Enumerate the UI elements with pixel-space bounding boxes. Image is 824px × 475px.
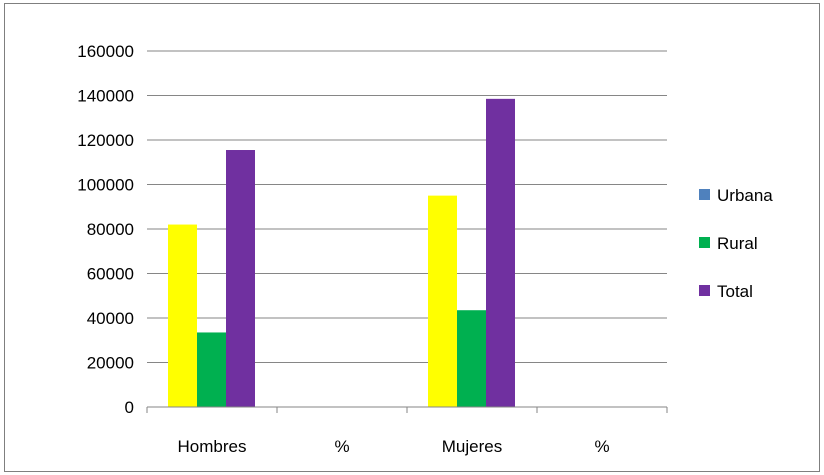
y-tick-label: 80000 bbox=[87, 220, 134, 239]
x-tick-label: % bbox=[594, 437, 609, 456]
legend-swatch-urbana bbox=[699, 189, 710, 200]
bar-total-2 bbox=[486, 98, 515, 408]
bar-series-0-2 bbox=[428, 195, 457, 407]
x-tick-label: Mujeres bbox=[442, 437, 502, 456]
bar-rural-0 bbox=[197, 332, 226, 407]
y-tick-label: 40000 bbox=[87, 309, 134, 328]
legend-label-total: Total bbox=[717, 282, 753, 301]
x-axis bbox=[146, 406, 668, 413]
legend-label-urbana: Urbana bbox=[717, 186, 773, 205]
y-tick-label: 60000 bbox=[87, 265, 134, 284]
y-tick-label: 100000 bbox=[77, 176, 134, 195]
x-tick-label: % bbox=[334, 437, 349, 456]
x-tick-label: Hombres bbox=[178, 437, 247, 456]
bar-series-0-0 bbox=[168, 224, 197, 407]
legend-swatch-rural bbox=[699, 237, 710, 248]
y-tick-label: 120000 bbox=[77, 131, 134, 150]
y-tick-label: 160000 bbox=[77, 42, 134, 61]
bars bbox=[168, 98, 515, 408]
legend-label-rural: Rural bbox=[717, 234, 758, 253]
bar-chart: 0 20000 40000 60000 80000 100000 120000 140000 1… bbox=[77, 42, 773, 456]
legend: Urbana Rural Total bbox=[699, 186, 773, 301]
y-tick-label: 140000 bbox=[77, 87, 134, 106]
y-axis-ticks: 0 20000 40000 60000 80000 100000 120000 140000 1… bbox=[77, 42, 134, 417]
x-axis-labels: Hombres% Mujeres% bbox=[178, 437, 610, 456]
y-tick-label: 20000 bbox=[87, 354, 134, 373]
chart-frame: 0 20000 40000 60000 80000 100000 120000 140000 1… bbox=[4, 3, 820, 472]
y-tick-label: 0 bbox=[125, 398, 134, 417]
legend-swatch-total bbox=[699, 285, 710, 296]
bar-rural-2 bbox=[457, 310, 486, 407]
bar-total-0 bbox=[226, 150, 255, 407]
